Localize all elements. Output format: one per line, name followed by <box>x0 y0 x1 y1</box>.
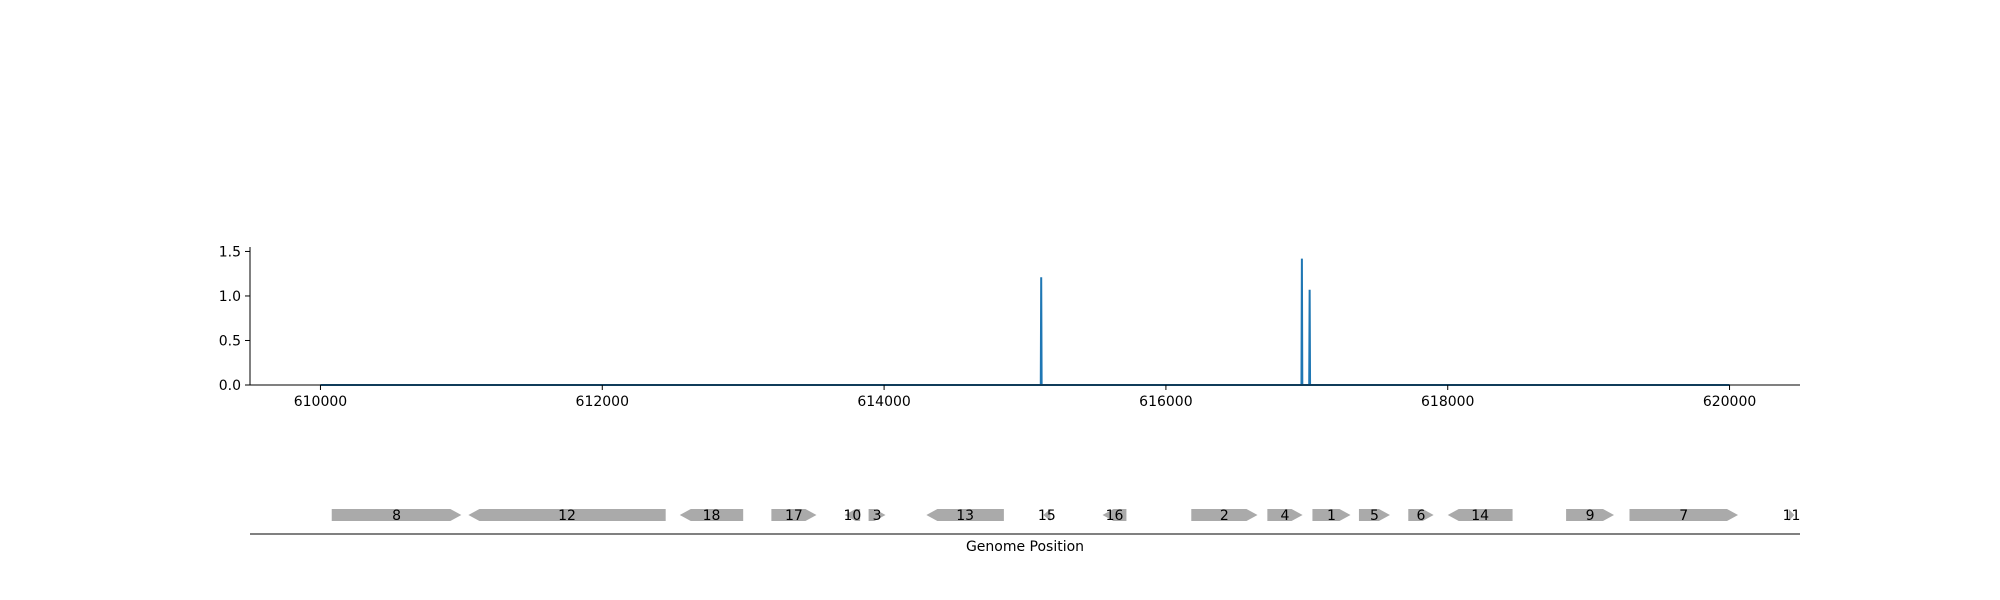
gene-arrow <box>468 509 666 521</box>
y-tick-label: 1.5 <box>219 244 241 260</box>
gene-arrow <box>331 509 462 521</box>
gene-arrow <box>868 509 886 521</box>
gene-map-panel: 8 12 18 17 10 3 13 15 16 2 4 1 5 6 14 9 7 11 Genome Posit… <box>250 508 1800 555</box>
gene-label: 8 <box>392 508 401 524</box>
gene-arrow <box>1408 509 1434 521</box>
gene-label: 16 <box>1106 508 1124 524</box>
y-tick-label: 0.5 <box>219 333 241 349</box>
gene-label: 7 <box>1679 508 1688 524</box>
gene-label: 13 <box>956 508 974 524</box>
signal-series <box>320 258 1730 386</box>
x-tick-label: 612000 <box>576 394 629 410</box>
y-tick-label: 1.0 <box>219 289 241 305</box>
y-axis-ticks: 0.0 0.5 1.0 1.5 <box>219 244 250 394</box>
series-line-0 <box>320 258 1730 386</box>
signal-panel: 0.0 0.5 1.0 1.5 610000 612000 614000 616000 618… <box>219 244 1800 410</box>
x-tick-label: 620000 <box>1703 394 1756 410</box>
x-tick-label: 610000 <box>294 394 347 410</box>
gene-arrows: 8 12 18 17 10 3 13 15 16 2 4 1 5 6 14 9 7 11 <box>331 508 1801 524</box>
gene-arrow <box>771 509 817 521</box>
gene-label: 15 <box>1038 508 1056 524</box>
gene-arrow <box>1102 509 1127 521</box>
gene-label: 5 <box>1370 508 1379 524</box>
gene-arrow <box>1312 509 1351 521</box>
gene-arrow <box>1629 509 1738 521</box>
gene-arrow <box>926 509 1004 521</box>
x-tick-label: 616000 <box>1139 394 1192 410</box>
gene-label: 14 <box>1471 508 1489 524</box>
gene-arrow <box>1447 509 1513 521</box>
gene-arrow <box>844 509 861 521</box>
gene-label: 9 <box>1586 508 1595 524</box>
x-tick-label: 618000 <box>1421 394 1474 410</box>
gene-label: 3 <box>873 508 882 524</box>
gene-label: 11 <box>1783 508 1801 524</box>
gene-label: 12 <box>558 508 576 524</box>
y-tick-label: 0.0 <box>219 378 241 394</box>
gene-label: 2 <box>1220 508 1229 524</box>
gene-label: 4 <box>1281 508 1290 524</box>
x-tick-label: 614000 <box>857 394 910 410</box>
x-axis-ticks: 610000 612000 614000 616000 618000 620000 <box>294 385 1756 410</box>
gene-arrow <box>679 509 744 521</box>
gene-label: 18 <box>703 508 721 524</box>
gene-arrow <box>1788 509 1795 521</box>
gene-arrow <box>1043 509 1051 521</box>
gene-arrow <box>1267 509 1303 521</box>
gene-arrow <box>1358 509 1390 521</box>
gene-label: 17 <box>785 508 803 524</box>
gene-label: 10 <box>843 508 861 524</box>
gene-arrow <box>1566 509 1614 521</box>
x-axis-title: Genome Position <box>966 539 1084 555</box>
gene-arrow <box>1191 509 1258 521</box>
gene-label: 6 <box>1416 508 1425 524</box>
gene-label: 1 <box>1327 508 1336 524</box>
